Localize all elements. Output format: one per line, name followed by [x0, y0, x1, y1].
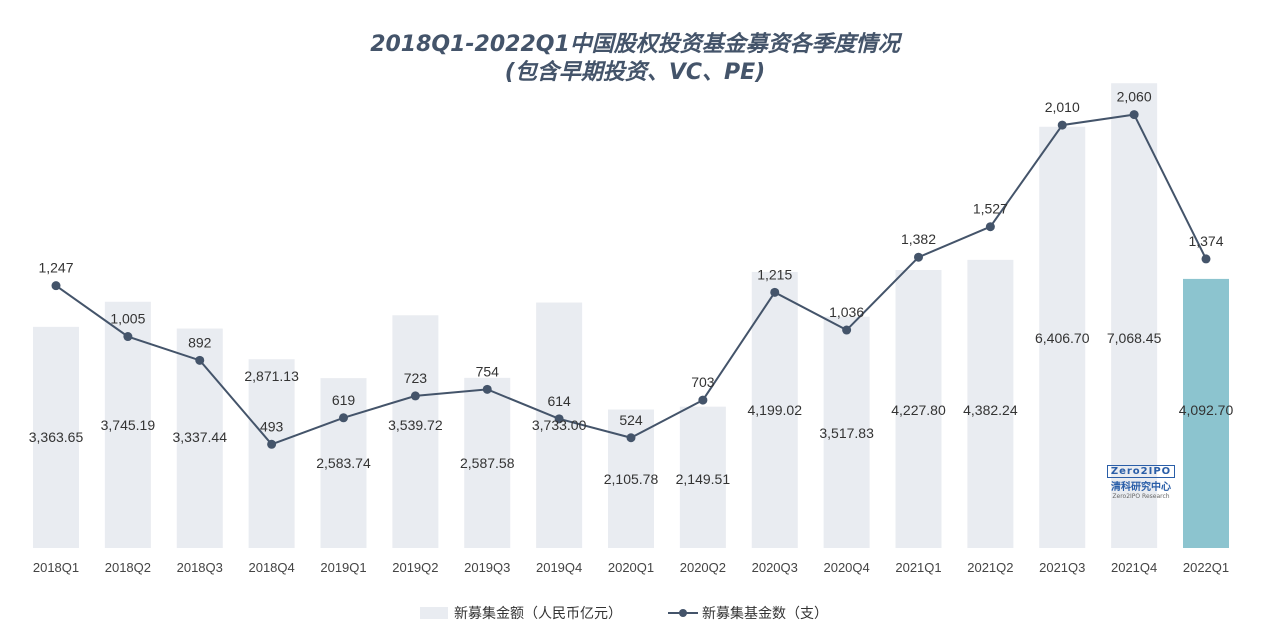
line-point [626, 433, 636, 443]
line-point [842, 325, 852, 335]
bar [104, 301, 151, 548]
line-data-label: 1,247 [38, 260, 73, 276]
legend-line-marker [668, 609, 698, 617]
bar [679, 406, 726, 548]
line-point [195, 355, 205, 365]
bar-data-label: 3,517.83 [819, 425, 874, 441]
bar [464, 377, 511, 548]
line-data-label: 619 [332, 392, 356, 408]
line-data-label: 703 [691, 374, 715, 390]
bar-data-label: 4,199.02 [748, 402, 803, 418]
logo-cn: 清科研究中心 [1111, 482, 1171, 493]
line-point [1129, 110, 1139, 120]
bar [1039, 126, 1086, 549]
line-data-label: 1,005 [110, 311, 145, 327]
bar-data-label: 4,092.70 [1179, 402, 1234, 418]
line-point [51, 281, 61, 291]
line-point [1201, 254, 1211, 264]
line-point [914, 252, 923, 262]
x-tick-label: 2019Q2 [392, 560, 438, 575]
bar-data-label: 3,363.65 [29, 429, 84, 445]
bar [392, 315, 439, 548]
x-tick-label: 2021Q2 [967, 560, 1013, 575]
x-tick-label: 2020Q4 [823, 560, 869, 575]
x-tick-label: 2020Q2 [680, 560, 726, 575]
bar [320, 378, 367, 548]
legend-bar-swatch [420, 607, 448, 619]
line-data-label: 614 [547, 393, 571, 409]
line-data-label: 1,527 [973, 201, 1008, 217]
bar [823, 316, 870, 548]
logo-text: Zero2IPO [1106, 465, 1176, 478]
bar-data-label: 2,871.13 [244, 368, 299, 384]
line-point [698, 395, 708, 405]
x-tick-label: 2021Q1 [895, 560, 941, 575]
series-line [55, 113, 1207, 446]
bar-data-label: 4,382.24 [963, 402, 1018, 418]
x-tick-label: 2022Q1 [1183, 560, 1229, 575]
bar-data-label: 3,539.72 [388, 417, 443, 433]
x-tick-label: 2018Q3 [177, 560, 223, 575]
line-data-label: 1,374 [1188, 233, 1223, 249]
x-tick-label: 2019Q3 [464, 560, 510, 575]
legend-line: 新募集基金数（支） [668, 603, 828, 623]
line-point [410, 391, 420, 401]
x-tick-label: 2021Q3 [1039, 560, 1085, 575]
line-point [482, 384, 492, 394]
line-data-label: 754 [476, 363, 500, 379]
bar-data-label: 3,337.44 [173, 429, 228, 445]
line-point [123, 332, 133, 342]
chart-subtitle: (包含早期投资、VC、PE) [504, 60, 766, 85]
bar [248, 359, 295, 548]
x-tick-label: 2021Q4 [1111, 560, 1157, 575]
bar [1183, 278, 1229, 548]
line-data-label: 524 [619, 412, 643, 428]
x-tick-label: 2019Q1 [320, 560, 366, 575]
legend-bar-label: 新募集金额（人民币亿元） [454, 606, 622, 622]
line-data-label: 723 [404, 370, 428, 386]
logo-en: Zero2IPO Research [1112, 493, 1170, 500]
bar-data-label: 2,587.58 [460, 455, 515, 471]
line-data-label: 2,060 [1117, 89, 1152, 105]
x-tick-label: 2020Q1 [608, 560, 654, 575]
legend-line-label: 新募集基金数（支） [702, 606, 828, 622]
zero2ipo-logo: Zero2IPO 清科研究中心 Zero2IPO Research [1106, 459, 1176, 500]
bar [967, 259, 1014, 548]
bar-data-label: 2,583.74 [316, 455, 371, 471]
bar [895, 270, 942, 548]
bar [536, 302, 583, 548]
bar [176, 328, 223, 548]
bar-data-label: 6,406.70 [1035, 330, 1090, 346]
line-point [985, 222, 995, 232]
line-data-label: 1,215 [757, 266, 792, 282]
line-point [554, 414, 564, 424]
bar-data-label: 2,149.51 [676, 471, 731, 487]
bar [751, 271, 798, 548]
line-point [339, 413, 348, 423]
bar-data-label: 4,227.80 [891, 402, 946, 418]
x-tick-label: 2018Q1 [33, 560, 79, 575]
line-point [1057, 120, 1067, 130]
x-tick-label: 2019Q4 [536, 560, 582, 575]
bar-data-label: 2,105.78 [604, 471, 659, 487]
bar [33, 326, 79, 548]
line-data-label: 1,036 [829, 304, 864, 320]
legend-bar: 新募集金额（人民币亿元） [420, 603, 622, 623]
x-tick-label: 2020Q3 [752, 560, 798, 575]
line-point [770, 287, 780, 297]
line-data-label: 2,010 [1045, 99, 1080, 115]
x-tick-label: 2018Q4 [248, 560, 294, 575]
line-data-label: 493 [260, 418, 284, 434]
line-data-label: 1,382 [901, 231, 936, 247]
chart-title: 2018Q1-2022Q1中国股权投资基金募资各季度情况 [370, 32, 900, 57]
bar-data-label: 7,068.45 [1107, 330, 1162, 346]
bar-data-label: 3,745.19 [101, 417, 156, 433]
x-tick-label: 2018Q2 [105, 560, 151, 575]
bar [608, 409, 654, 548]
bar [1111, 83, 1158, 548]
line-point [267, 439, 277, 449]
line-data-label: 892 [188, 334, 212, 350]
bar-data-label: 3,733.00 [532, 417, 587, 433]
